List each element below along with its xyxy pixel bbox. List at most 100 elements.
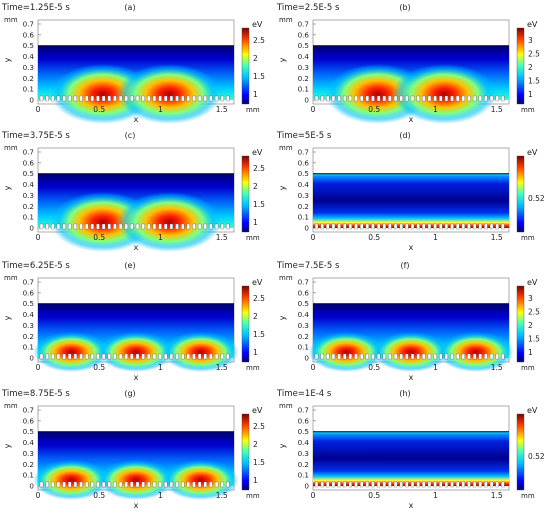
electrode-tooth	[169, 353, 174, 360]
electrode-tooth	[416, 353, 420, 360]
electrode-tooth	[405, 353, 409, 360]
electrode-tooth	[343, 95, 347, 102]
electrode-tooth	[45, 481, 49, 488]
electrode-tooth	[68, 95, 72, 102]
panel-label: (b)	[399, 3, 410, 12]
electrode-tooth	[422, 353, 426, 360]
electrode-tooth	[214, 353, 219, 360]
y-tick-label: 0.7	[298, 278, 309, 287]
electrode-tooth	[158, 353, 162, 360]
colorbar-tick: 1.5	[528, 77, 540, 86]
x-tick-label: 1.5	[216, 363, 228, 372]
y-tick-label: 0.2	[23, 74, 34, 83]
y-tick-label: 0.1	[23, 343, 34, 352]
x-tick-label: 0.5	[93, 105, 105, 114]
electrode-array	[314, 481, 505, 488]
colorbar-tick: 2	[528, 321, 533, 330]
y-tick-label: 0.3	[298, 449, 309, 458]
y-tick-label: 0.6	[23, 416, 35, 425]
y-tick-label: 0.2	[298, 460, 309, 469]
electrode-tooth	[90, 481, 94, 488]
electrode-tooth	[79, 223, 83, 230]
electrode-tooth	[467, 95, 471, 102]
electrode-tooth	[337, 353, 341, 360]
electrode-tooth	[489, 353, 494, 360]
electrode-tooth	[382, 95, 386, 102]
colorbar-tick: 3	[528, 36, 533, 45]
electrode-tooth	[68, 353, 72, 360]
electrode-tooth	[472, 481, 477, 488]
colorbar-tick: 1.5	[253, 458, 265, 467]
y-tick-label: 0.1	[23, 85, 34, 94]
y-tick-label: 0.3	[23, 63, 34, 72]
colorbar	[241, 27, 250, 105]
electrode-tooth	[478, 353, 482, 360]
colorbar-unit: eV	[252, 278, 263, 287]
x-tick-label: 0.5	[93, 363, 105, 372]
electrode-tooth	[152, 95, 157, 102]
electrode-tooth	[331, 95, 336, 102]
x-tick-label: 1.5	[491, 491, 503, 500]
electrode-tooth	[450, 95, 454, 102]
electrode-tooth	[399, 223, 403, 230]
electrode-tooth	[214, 481, 219, 488]
y-tick-label: 0.7	[23, 148, 34, 157]
y-tick-label: 0.1	[23, 213, 34, 222]
electrode-tooth	[399, 481, 403, 488]
electrode-tooth	[220, 481, 224, 488]
colorbar-tick: 2.5	[253, 422, 265, 431]
electrode-tooth	[101, 353, 106, 360]
electrode-tooth	[130, 481, 134, 488]
electrode-array	[39, 223, 230, 230]
electrode-tooth	[96, 95, 100, 102]
hot-lobe	[98, 460, 174, 500]
electrode-tooth	[467, 353, 471, 360]
hot-lobe	[162, 332, 239, 372]
electrode-tooth	[461, 353, 465, 360]
electrode-tooth	[371, 481, 375, 488]
electrode-tooth	[164, 95, 168, 102]
electrode-tooth	[158, 481, 162, 488]
electrode-tooth	[422, 223, 426, 230]
electrode-tooth	[62, 353, 66, 360]
panel-label: (e)	[124, 261, 135, 270]
electrode-tooth	[365, 95, 369, 102]
y-tick-label: 0.4	[298, 52, 310, 61]
electrode-tooth	[209, 481, 213, 488]
x-tick-label: 1.5	[216, 105, 228, 114]
y-unit: mm	[279, 144, 293, 152]
x-axis-label: x	[409, 501, 414, 510]
electrode-tooth	[331, 353, 336, 360]
electrode-tooth	[147, 95, 151, 102]
y-tick-label: 0.7	[298, 20, 309, 29]
electrode-tooth	[186, 95, 190, 102]
hot-lobe	[33, 332, 110, 372]
y-tick-label: 0.4	[23, 180, 35, 189]
electrode-tooth	[79, 353, 83, 360]
plot-area: 0.70.6 0.5 0.4 0.3 0.2 0.1 0 y 0 0.5 1 1.5 mm x	[3, 148, 260, 252]
colorbar-tick: 2	[253, 440, 258, 449]
x-tick-label: 0	[311, 105, 316, 114]
electrode-tooth	[113, 481, 117, 488]
electrode-tooth	[220, 95, 224, 102]
colorbar	[516, 27, 525, 105]
y-tick-label: 0.4	[23, 52, 35, 61]
electrode-tooth	[73, 95, 78, 102]
top-cold-band	[38, 431, 234, 438]
electrode-tooth	[39, 95, 44, 102]
electrode-tooth	[101, 95, 106, 102]
colorbar-tick: 1	[253, 476, 258, 485]
colorbar-tick: 0.52	[528, 194, 545, 203]
electrode-tooth	[433, 353, 437, 360]
electrode-tooth	[135, 481, 140, 488]
x-unit: mm	[521, 106, 535, 114]
colorbar-tick: 2	[528, 63, 533, 72]
electrode-tooth	[314, 95, 319, 102]
electrode-tooth	[354, 223, 358, 230]
x-tick-label: 1.5	[491, 233, 503, 242]
electrode-tooth	[90, 223, 94, 230]
electrode-tooth	[484, 95, 488, 102]
electrode-tooth	[427, 95, 432, 102]
electrode-tooth	[141, 481, 145, 488]
electrode-tooth	[68, 481, 72, 488]
